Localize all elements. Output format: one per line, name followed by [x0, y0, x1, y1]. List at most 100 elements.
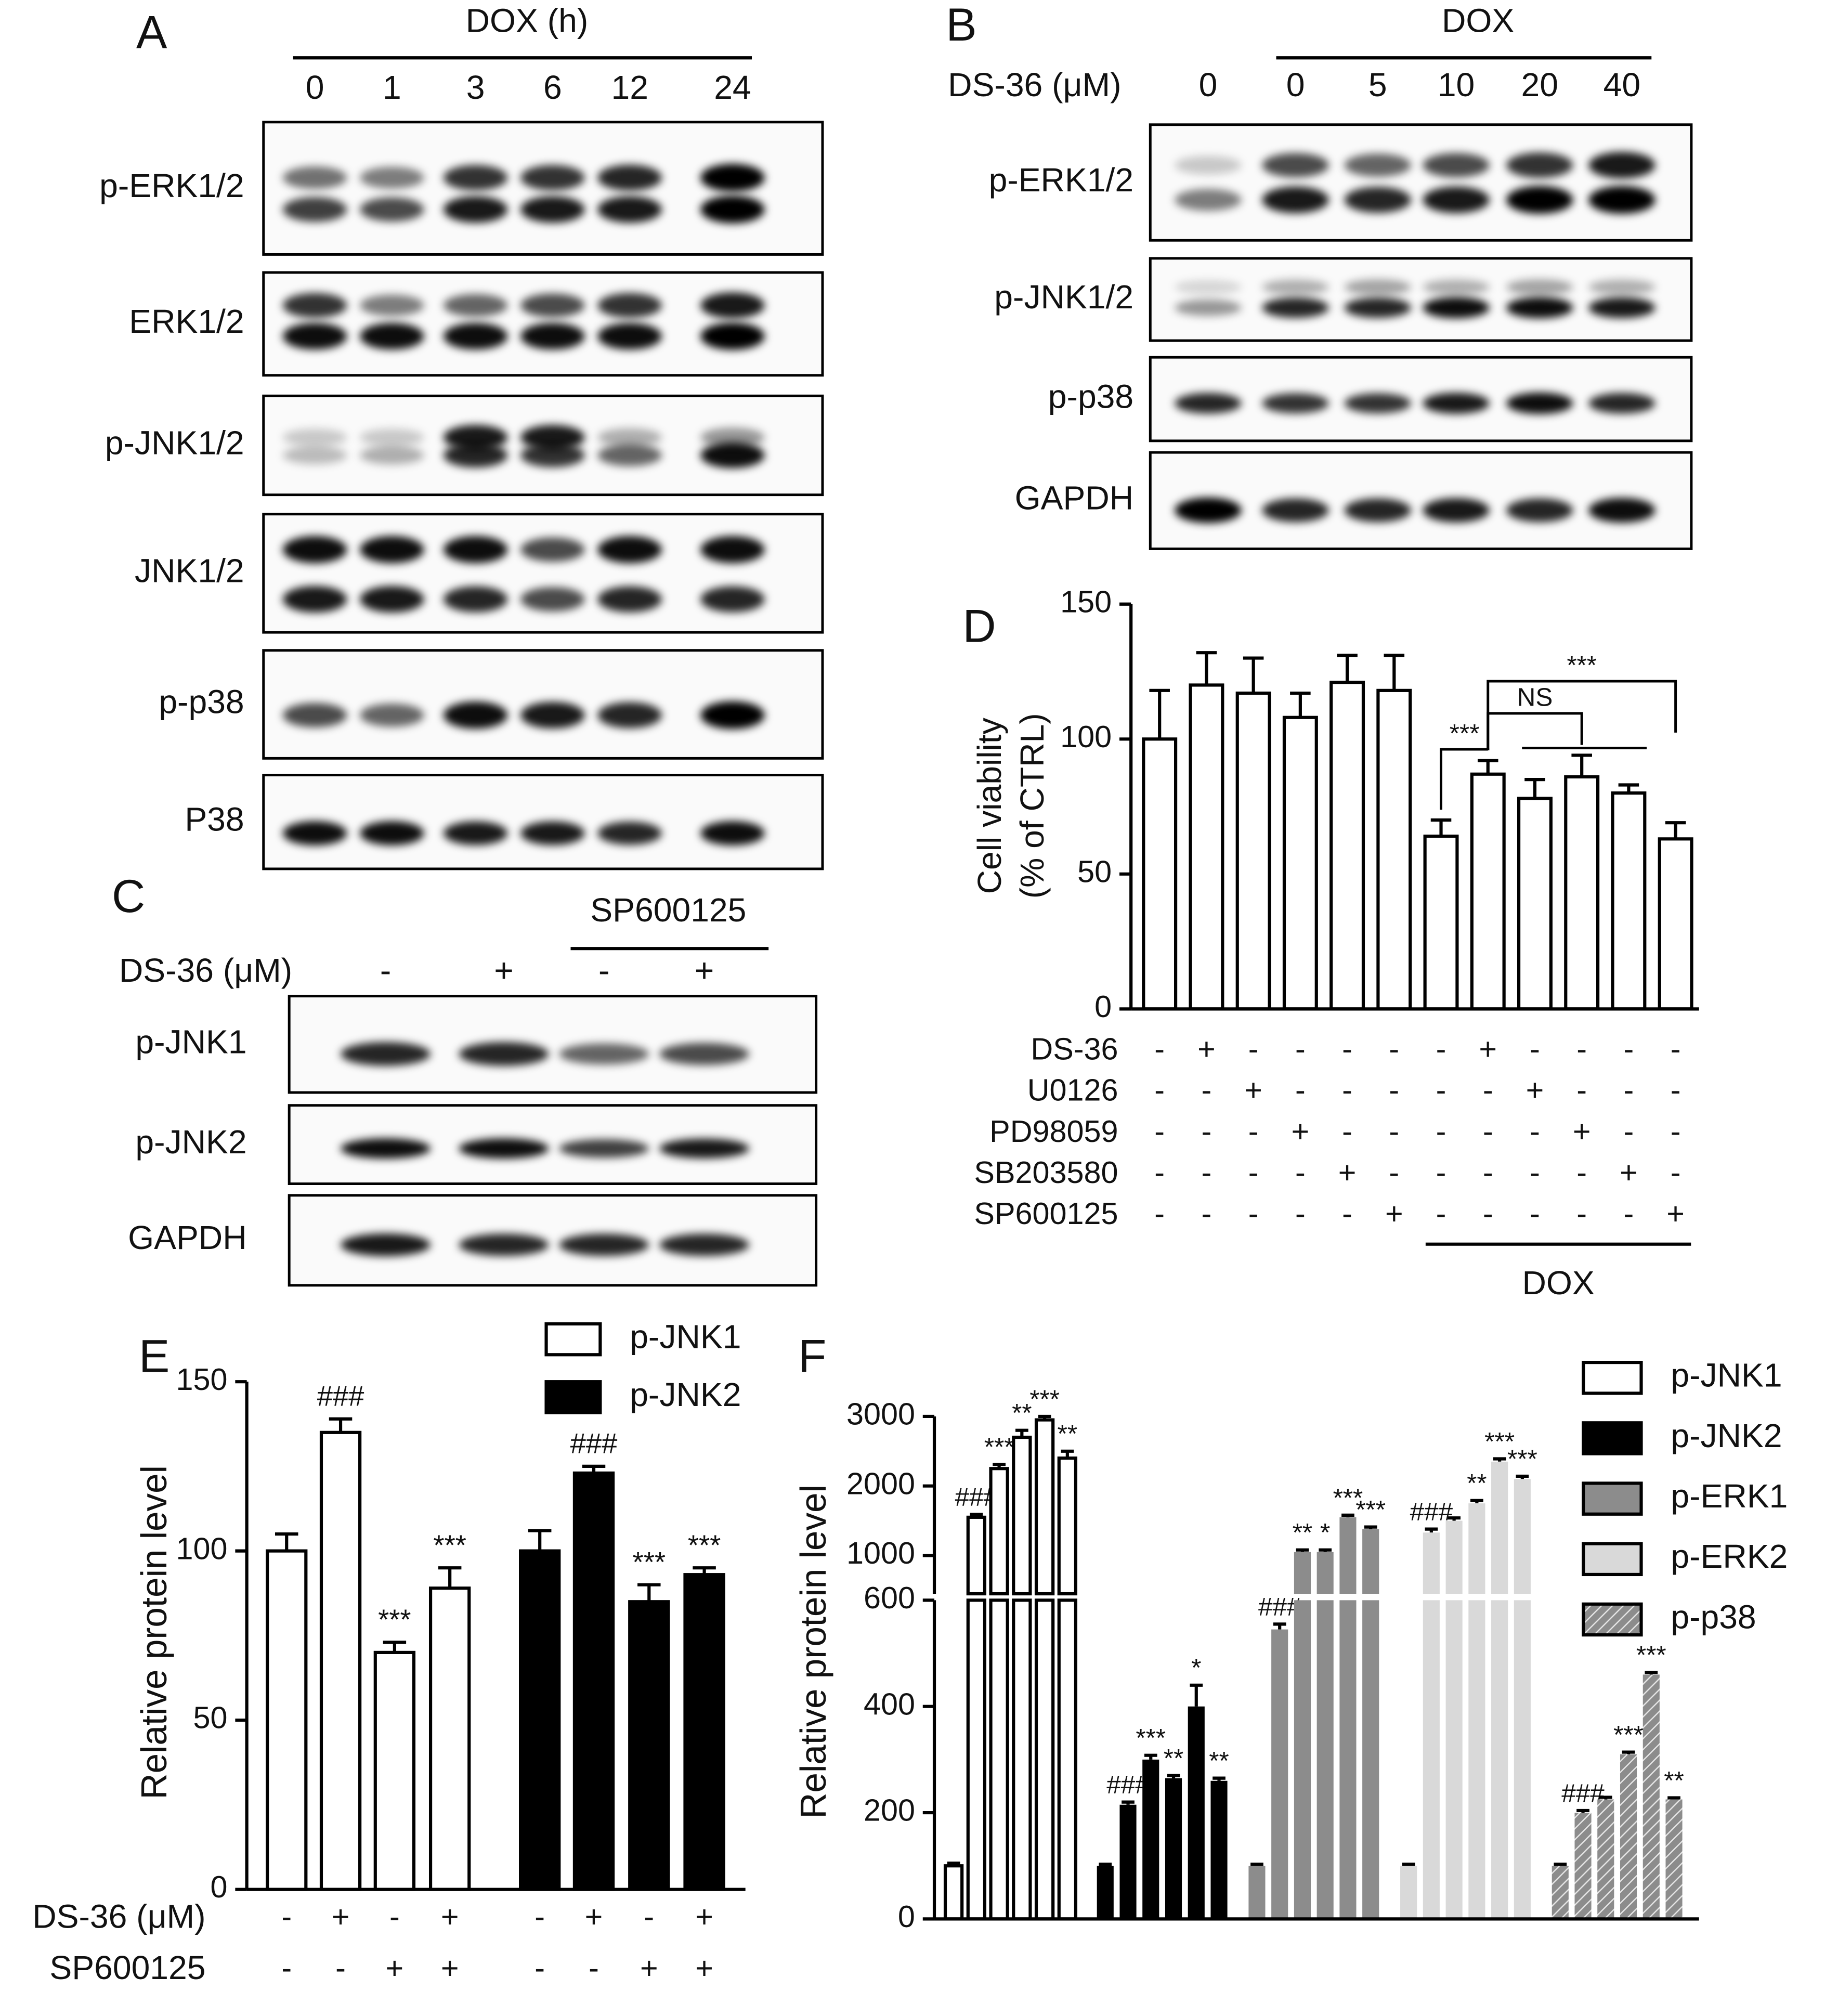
condition-sign: + — [441, 1899, 459, 1934]
band — [1588, 297, 1655, 318]
condition-sign: - — [1342, 1196, 1352, 1231]
condition-sign: - — [1202, 1114, 1212, 1149]
condition-sign: - — [1342, 1073, 1352, 1108]
bar — [1468, 1503, 1485, 1594]
bar — [1665, 1799, 1683, 1919]
condition-sign: + — [1479, 1032, 1497, 1066]
lane-label: 6 — [543, 69, 562, 106]
lane-label: 24 — [714, 69, 751, 106]
band — [443, 323, 508, 350]
significance-bracket — [1487, 680, 1677, 751]
condition-sign: - — [1154, 1073, 1165, 1108]
y-tick-label: 600 — [864, 1580, 915, 1615]
treatment-label: SP600125 — [590, 891, 746, 929]
condition-sign: + — [1292, 1114, 1310, 1149]
condition-sign: - — [1671, 1073, 1681, 1108]
condition-sign: - — [1530, 1196, 1540, 1231]
band — [597, 196, 662, 223]
band — [282, 428, 347, 446]
row-label: p-JNK1/2 — [105, 424, 244, 461]
significance-label: ** — [1012, 1399, 1032, 1427]
band — [360, 821, 424, 846]
band — [443, 425, 508, 450]
band — [520, 821, 585, 846]
bar — [1329, 681, 1365, 1011]
significance-label: ** — [1467, 1469, 1487, 1498]
row-label: GAPDH — [128, 1219, 246, 1256]
band — [700, 821, 765, 846]
bar — [1057, 1456, 1078, 1596]
bar — [1294, 1600, 1311, 1919]
condition-sign: - — [1624, 1196, 1634, 1231]
significance-label: * — [1320, 1518, 1330, 1547]
band — [597, 536, 662, 564]
band — [1506, 392, 1573, 414]
condition-sign: + — [1338, 1155, 1357, 1190]
condition-sign: - — [1295, 1196, 1306, 1231]
band — [520, 165, 585, 191]
bar — [1597, 1799, 1614, 1919]
bar — [1445, 1520, 1463, 1594]
y-tick-label: 50 — [193, 1700, 228, 1735]
band — [459, 1233, 549, 1256]
lane-label: 1 — [383, 69, 401, 106]
bar — [1097, 1866, 1114, 1919]
bar — [1642, 1674, 1660, 1919]
band — [559, 1233, 649, 1256]
condition-sign: - — [1389, 1155, 1399, 1190]
condition-sign: + — [695, 1899, 713, 1934]
condition-label: SB203580 — [974, 1155, 1118, 1190]
band — [1344, 153, 1412, 177]
bar — [319, 1430, 362, 1891]
significance-label: ** — [1664, 1766, 1684, 1795]
band — [700, 427, 765, 448]
band — [443, 196, 508, 223]
significance-label: *** — [633, 1546, 666, 1578]
band — [1262, 297, 1329, 318]
band — [700, 536, 765, 564]
condition-sign: - — [335, 1950, 346, 1985]
y-tick-label: 400 — [864, 1686, 915, 1721]
bar — [966, 1598, 987, 1921]
bar — [1468, 1600, 1485, 1919]
condition-sign: + — [441, 1950, 459, 1985]
y-tick-label: 150 — [176, 1362, 228, 1397]
condition-sign: - — [1671, 1114, 1681, 1149]
y-tick-label: 0 — [1094, 989, 1112, 1024]
y-tick-label: 100 — [1060, 719, 1112, 754]
significance-label: *** — [688, 1529, 721, 1561]
bar — [1423, 1600, 1440, 1919]
band — [282, 293, 347, 318]
bar — [1142, 1759, 1159, 1919]
band — [341, 1233, 431, 1256]
band — [597, 323, 662, 350]
blot-box — [1149, 123, 1693, 242]
y-axis-label: Cell viability — [971, 718, 1008, 894]
legend-label: p-JNK1 — [630, 1318, 741, 1356]
band — [1588, 393, 1655, 414]
bar — [1012, 1435, 1032, 1596]
band — [1506, 498, 1573, 523]
legend-swatch — [1582, 1361, 1643, 1395]
condition-sign: - — [1530, 1032, 1540, 1066]
band — [360, 536, 424, 564]
bar — [519, 1549, 561, 1891]
bar — [1423, 1532, 1440, 1594]
bar — [1564, 775, 1600, 1011]
lane-label: 20 — [1521, 66, 1558, 103]
significance-label: ** — [1164, 1744, 1183, 1773]
condition-sign: - — [1576, 1155, 1587, 1190]
band — [443, 536, 508, 564]
y-tick-label: 0 — [898, 1899, 915, 1934]
bar — [1235, 691, 1271, 1011]
condition-sign: - — [1154, 1196, 1165, 1231]
significance-label: ### — [570, 1428, 618, 1460]
band — [282, 536, 347, 564]
band — [282, 446, 347, 464]
band — [1262, 153, 1329, 177]
significance-label: ** — [1058, 1420, 1077, 1448]
lane-label: 10 — [1438, 66, 1475, 103]
condition-sign: - — [1436, 1155, 1446, 1190]
lane-label: 12 — [611, 69, 648, 106]
band — [1175, 189, 1242, 211]
